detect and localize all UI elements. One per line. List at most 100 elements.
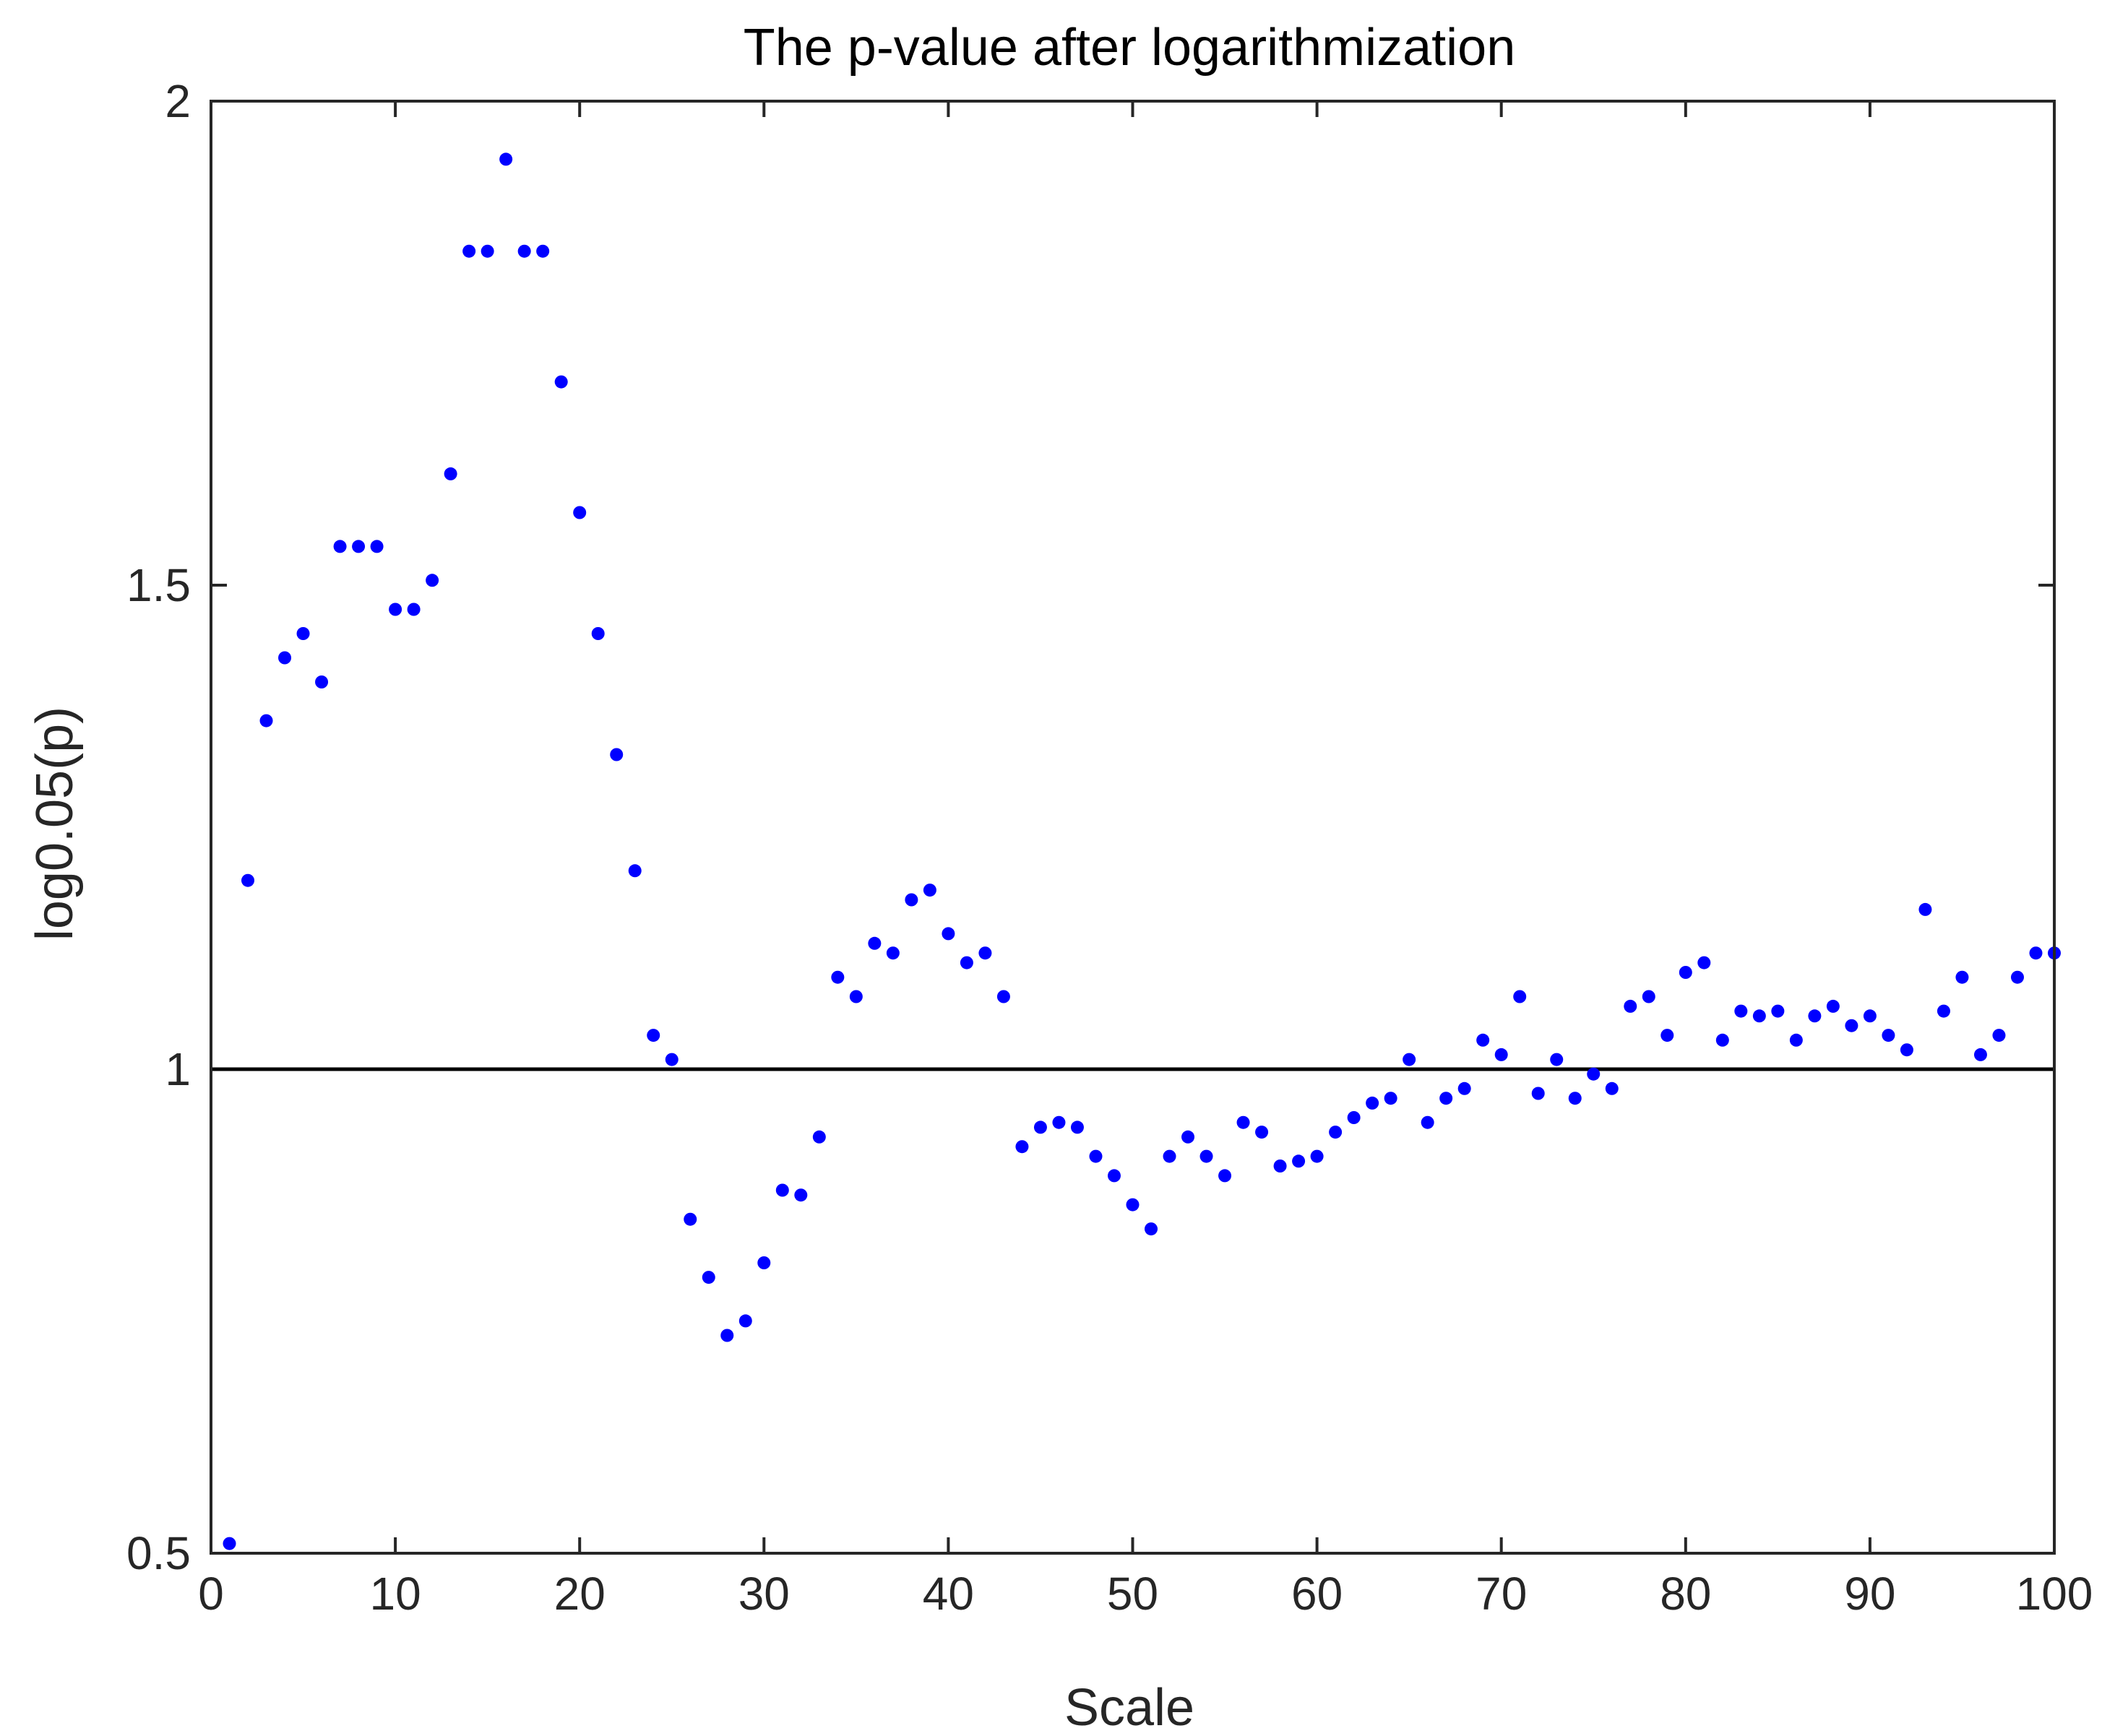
data-point: [923, 884, 936, 897]
x-tick-label: 60: [1291, 1568, 1343, 1620]
y-tick-label: 1.5: [126, 559, 191, 611]
x-tick-label: 80: [1660, 1568, 1711, 1620]
data-point: [1015, 1140, 1029, 1154]
data-point: [1863, 1009, 1877, 1023]
data-point: [259, 714, 273, 727]
data-point: [1089, 1149, 1103, 1163]
data-point: [1145, 1222, 1158, 1236]
data-point: [1660, 1029, 1674, 1042]
data-point: [1033, 1120, 1047, 1134]
data-point: [757, 1256, 771, 1269]
data-point: [1826, 999, 1840, 1013]
data-point: [1587, 1067, 1601, 1081]
data-point: [886, 946, 900, 960]
data-point: [1347, 1111, 1361, 1124]
data-point: [1199, 1149, 1213, 1163]
y-tick-label: 1: [165, 1043, 191, 1095]
data-point: [1421, 1115, 1434, 1129]
x-tick-label: 50: [1107, 1568, 1158, 1620]
data-point: [849, 990, 863, 1003]
data-point: [1992, 1029, 2006, 1042]
data-point: [278, 651, 292, 665]
data-point: [1494, 1048, 1508, 1061]
data-point: [610, 748, 624, 761]
x-tick-label: 0: [198, 1568, 224, 1620]
data-point: [554, 375, 568, 389]
data-point: [1808, 1009, 1822, 1023]
data-point: [389, 603, 402, 616]
data-point: [1973, 1048, 1987, 1061]
data-points: [223, 152, 2061, 1550]
data-point: [1771, 1004, 1785, 1018]
data-point: [702, 1271, 715, 1284]
data-point: [1384, 1092, 1397, 1105]
data-point: [1273, 1160, 1287, 1173]
data-point: [1624, 999, 1637, 1013]
data-point: [905, 893, 918, 907]
data-point: [1236, 1115, 1250, 1129]
data-point: [794, 1188, 808, 1202]
x-tick-label: 70: [1476, 1568, 1527, 1620]
data-point: [1715, 1033, 1729, 1047]
x-tick-label: 10: [370, 1568, 421, 1620]
data-point: [591, 627, 605, 640]
data-point: [333, 540, 347, 553]
data-point: [517, 244, 531, 258]
data-point: [831, 970, 845, 984]
data-point: [1642, 990, 1655, 1003]
data-point: [1918, 902, 1932, 916]
axis-ticks: 0 10 20 30 40 50 60 70 80 90 100 0.5 1 1.5 2: [126, 75, 2093, 1620]
data-point: [978, 946, 992, 960]
data-point: [647, 1029, 660, 1042]
data-point: [223, 1537, 236, 1550]
data-point: [1476, 1033, 1490, 1047]
data-point: [1218, 1169, 1232, 1183]
data-point: [1126, 1198, 1140, 1212]
data-point: [1403, 1053, 1416, 1066]
data-point: [1789, 1033, 1803, 1047]
data-point: [536, 244, 550, 258]
data-point: [868, 936, 882, 950]
data-point: [1181, 1130, 1195, 1144]
data-point: [1531, 1087, 1545, 1100]
data-point: [407, 603, 421, 616]
x-axis-label: Scale: [1064, 1679, 1194, 1736]
x-tick-label: 90: [1844, 1568, 1895, 1620]
x-tick-label: 40: [923, 1568, 974, 1620]
chart-title: The p-value after logarithmization: [744, 19, 1516, 77]
data-point: [1439, 1092, 1453, 1105]
data-point: [1550, 1053, 1564, 1066]
data-point: [1955, 970, 1969, 984]
data-point: [1107, 1169, 1121, 1183]
data-point: [1513, 990, 1527, 1003]
data-point: [1752, 1009, 1766, 1023]
data-point: [738, 1314, 752, 1328]
data-point: [444, 467, 457, 480]
data-point: [628, 864, 642, 878]
data-point: [1070, 1120, 1084, 1134]
data-point: [573, 506, 587, 519]
data-point: [960, 956, 973, 970]
data-point: [499, 152, 513, 166]
data-point: [1937, 1004, 1950, 1018]
data-point: [1845, 1019, 1858, 1032]
y-axis-label: log0.05(p): [26, 707, 84, 941]
data-point: [315, 675, 329, 688]
data-point: [2010, 970, 2024, 984]
data-point: [1292, 1154, 1306, 1168]
data-point: [296, 627, 310, 640]
y-tick-label: 2: [165, 75, 191, 127]
x-tick-label: 30: [738, 1568, 790, 1620]
data-point: [1163, 1149, 1176, 1163]
data-point: [1679, 966, 1692, 979]
data-point: [2029, 946, 2043, 960]
data-point: [1882, 1029, 1895, 1042]
data-point: [1310, 1149, 1324, 1163]
data-point: [370, 540, 384, 553]
data-point: [1366, 1096, 1379, 1110]
data-point: [996, 990, 1010, 1003]
data-point: [1052, 1115, 1066, 1129]
data-point: [775, 1183, 789, 1197]
